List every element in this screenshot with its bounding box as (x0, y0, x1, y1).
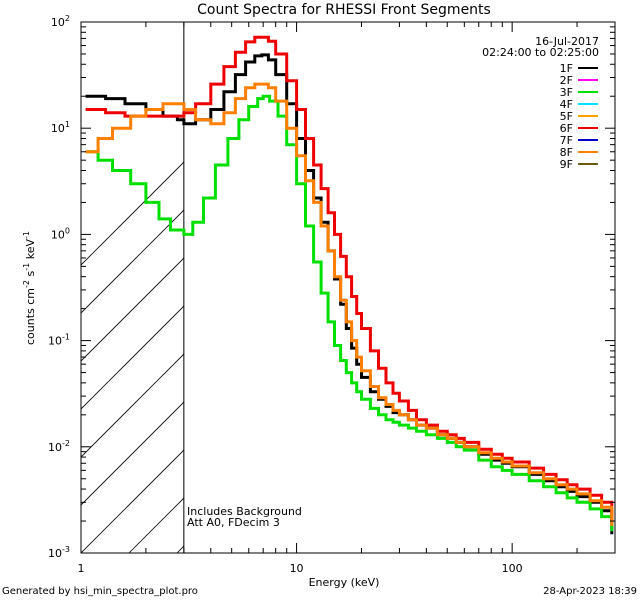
legend-label-1F: 1F (560, 62, 573, 75)
hatch-line (81, 209, 184, 314)
x-axis-label: Energy (keV) (309, 576, 380, 589)
hatch-line (81, 449, 184, 553)
series-line-1F (85, 53, 614, 535)
y-tick-label: 101 (51, 120, 70, 135)
x-tick-label: 1 (78, 562, 85, 575)
hatch-line (273, 22, 640, 553)
legend-label-8F: 8F (560, 146, 573, 159)
legend-label-5F: 5F (560, 110, 573, 123)
series-line-8F (85, 82, 614, 526)
hatch-line (81, 401, 184, 506)
legend-label-7F: 7F (560, 134, 573, 147)
annotation-attenuator: Att A0, FDecim 3 (187, 516, 280, 529)
legend-label-9F: 9F (560, 158, 573, 171)
legend-label-4F: 4F (560, 98, 573, 111)
footer-generated-by: Generated by hsi_min_spectra_plot.pro (2, 586, 198, 597)
date-label: 16-Jul-2017 (535, 35, 599, 48)
legend-label-6F: 6F (560, 122, 573, 135)
hatch-line (81, 257, 184, 362)
footer-timestamp: 28-Apr-2023 18:39 (543, 586, 637, 597)
hatch-line (321, 22, 640, 553)
y-tick-label: 10-1 (48, 333, 70, 348)
legend-label-3F: 3F (560, 86, 573, 99)
annotation-background: Includes Background (187, 505, 302, 518)
x-tick-label: 100 (502, 562, 523, 575)
y-axis-label: counts cm-2 s-1 keV-1 (22, 231, 37, 345)
x-tick-label: 10 (290, 562, 304, 575)
hatched-region (81, 22, 640, 553)
plot-frame (80, 21, 616, 554)
hatch-line (609, 22, 640, 553)
y-tick-label: 10-3 (48, 545, 70, 560)
hatch-line (369, 22, 640, 553)
legend-label-2F: 2F (560, 74, 573, 87)
y-tick-label: 100 (51, 226, 70, 241)
chart-title: Count Spectra for RHESSI Front Segments (197, 2, 491, 18)
series-line-6F (85, 35, 614, 521)
time-range-label: 02:24:00 to 02:25:00 (482, 46, 599, 59)
y-tick-label: 10-2 (48, 439, 70, 454)
y-tick-label: 102 (51, 14, 70, 29)
series-line-3F (85, 94, 614, 532)
